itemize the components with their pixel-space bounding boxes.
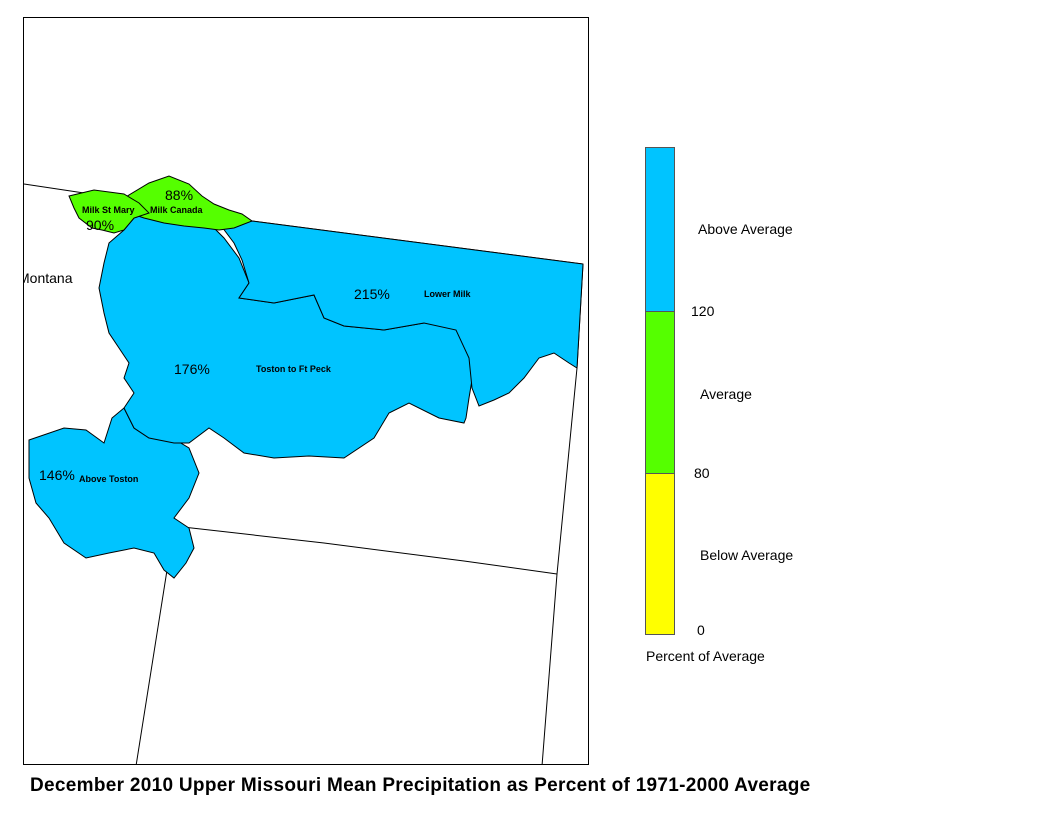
legend-colorbar: [645, 147, 675, 635]
map-frame: Montana 88% Milk St Mary Milk Canada 90%…: [23, 17, 589, 765]
basin-toston-ft-peck[interactable]: [98, 212, 475, 459]
basin-label-milk-st-mary: Milk St Mary: [82, 205, 135, 215]
legend-tick-80: 80: [694, 465, 710, 481]
basin-milk-canada[interactable]: [123, 175, 254, 231]
legend-swatch-average: [646, 311, 674, 473]
legend-label-average: Average: [700, 386, 752, 402]
pct-label-above-toston: 146%: [39, 467, 75, 483]
pct-label-milk-canada: 88%: [165, 187, 193, 203]
legend-swatch-above-average: [646, 148, 674, 311]
pct-label-milk-st-mary: 90%: [86, 217, 114, 233]
basin-label-toston-ft-peck: Toston to Ft Peck: [256, 364, 332, 374]
legend-tick-0: 0: [697, 622, 705, 638]
legend-label-above-average: Above Average: [698, 221, 793, 237]
basin-lower-milk[interactable]: [218, 220, 584, 407]
basin-label-above-toston: Above Toston: [79, 474, 138, 484]
pct-label-lower-milk: 215%: [354, 286, 390, 302]
legend-swatch-below-average: [646, 473, 674, 634]
legend-label-below-average: Below Average: [700, 547, 794, 563]
basin-above-toston[interactable]: [28, 407, 200, 579]
legend-tick-120: 120: [691, 303, 715, 319]
wyoming-north-border: [173, 525, 558, 575]
legend-caption: Percent of Average: [646, 648, 765, 664]
basin-milk-st-mary[interactable]: [68, 189, 150, 234]
map-title: December 2010 Upper Missouri Mean Precip…: [30, 775, 811, 796]
pct-label-toston-ft-peck: 176%: [174, 361, 210, 377]
map-canvas: Montana 88% Milk St Mary Milk Canada 90%…: [24, 175, 584, 764]
basin-label-lower-milk: Lower Milk: [424, 289, 472, 299]
basin-label-milk-canada: Milk Canada: [150, 205, 204, 215]
state-label-montana: Montana: [24, 270, 73, 286]
